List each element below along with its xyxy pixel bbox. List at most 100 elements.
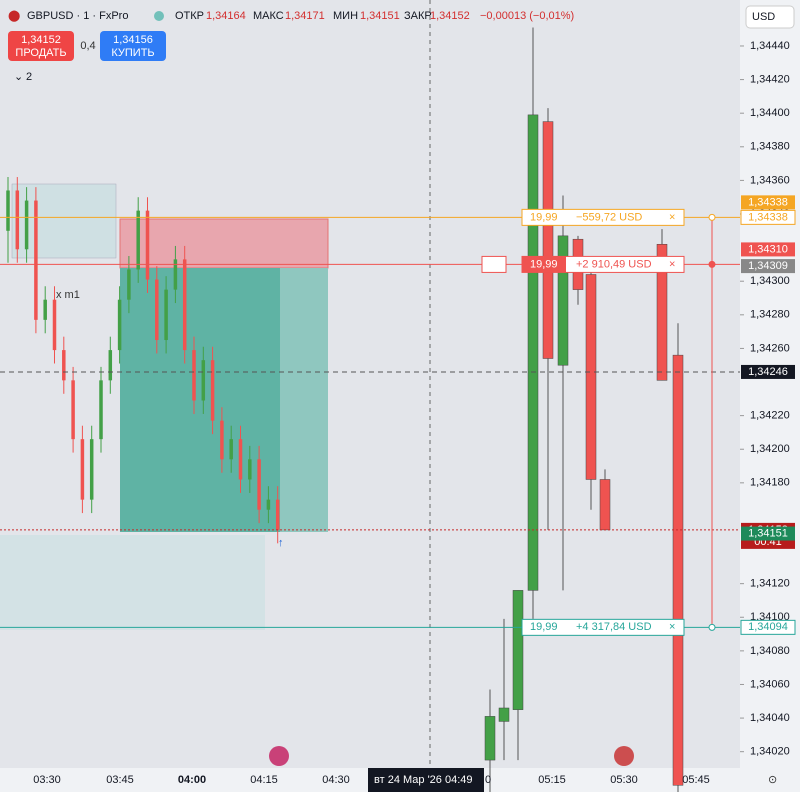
y-tick-label: 1,34080 (750, 645, 790, 657)
profit-zone (120, 268, 280, 532)
price-tag (741, 364, 795, 379)
candle-body (656, 243, 668, 381)
candle-body (24, 200, 29, 250)
crosshair-time: вт 24 Мар '26 04:49 (374, 774, 472, 786)
candle-body (127, 269, 131, 300)
price-scale-bg (740, 0, 800, 792)
x-tick-label: 05:15 (538, 774, 566, 786)
order-close[interactable]: × (669, 621, 675, 633)
candle-body (527, 114, 539, 591)
zone (0, 535, 265, 630)
order-label[interactable] (521, 208, 685, 226)
candle-body (542, 121, 554, 359)
candle-body (52, 299, 57, 351)
ohlc-value: 1,34152 (430, 10, 470, 22)
order-side[interactable] (481, 255, 507, 273)
candle-body (99, 380, 103, 440)
price-tag-label: 1,34094 (748, 621, 788, 633)
plot (0, 27, 740, 792)
candle-body (89, 439, 94, 500)
sell-button[interactable] (8, 31, 74, 61)
y-tick-label: 1,34420 (750, 73, 790, 85)
candle-body (257, 459, 261, 510)
order-pnl: −559,72 USD (576, 211, 642, 223)
y-tick-label: 1,34280 (750, 309, 790, 321)
change: −0,00013 (−0,01%) (480, 10, 574, 22)
candle-body (117, 299, 122, 351)
order-close[interactable]: × (669, 211, 675, 223)
x-tick-label: 03:45 (106, 774, 134, 786)
order-qty-bg (522, 256, 566, 273)
buy-label: КУПИТЬ (111, 47, 154, 59)
candle-body (557, 235, 569, 366)
candle-body (498, 707, 510, 722)
candle-body (201, 360, 206, 401)
ohlc-label: МИН (333, 10, 358, 22)
candle-body (512, 590, 524, 710)
candle-body (182, 259, 187, 351)
buy-button[interactable] (100, 31, 166, 61)
event-icon[interactable] (269, 746, 289, 766)
candle-body (275, 499, 280, 530)
ohlc-label: ЗАКР (404, 10, 432, 22)
spread: 0,4 (80, 40, 95, 52)
candle-body (266, 499, 271, 510)
order-pnl: +2 910,49 USD (576, 258, 652, 270)
order-pnl: +4 317,84 USD (576, 621, 652, 633)
price-tag (741, 259, 795, 274)
candle-body (238, 439, 243, 480)
candle-body (6, 190, 10, 231)
order-label[interactable] (521, 618, 685, 636)
candle-body (248, 459, 252, 480)
candle-body (43, 299, 47, 320)
y-tick-label: 1,34440 (750, 40, 790, 52)
order-qty: 19,99 (530, 621, 558, 633)
y-tick-label: 1,34360 (750, 174, 790, 186)
price-tag (741, 195, 795, 210)
candle-body (220, 420, 224, 460)
candle-body (210, 360, 215, 421)
ohlc-value: 1,34151 (360, 10, 400, 22)
candle-body (15, 190, 20, 250)
profit-zone (280, 268, 328, 532)
event-icon[interactable] (614, 746, 634, 766)
ohlc-label: МАКС (253, 10, 284, 22)
order-handle (708, 213, 716, 221)
y-tick-label: 1,34260 (750, 342, 790, 354)
currency-button[interactable] (745, 5, 795, 29)
price-tag (740, 209, 796, 225)
arrow: ↑ (278, 537, 284, 549)
indicators-toggle[interactable]: ⌄ (14, 71, 23, 83)
y-tick-label: 1,34180 (750, 477, 790, 489)
order-close[interactable]: × (669, 258, 675, 270)
y-tick-label: 1,34400 (750, 107, 790, 119)
candle-body (155, 279, 159, 341)
symbol[interactable]: GBPUSD · 1 · FxPro (27, 10, 128, 22)
order-handle (708, 260, 716, 268)
indicators-count: 2 (26, 71, 32, 83)
x-tick-label: 03:30 (33, 774, 61, 786)
price-tag (740, 619, 796, 635)
candle-body (484, 716, 496, 761)
ohlc-value: 1,34164 (206, 10, 246, 22)
y-tick-label: 1,34220 (750, 410, 790, 422)
order-qty: 19,99 (530, 258, 558, 270)
stop-zone (119, 218, 329, 269)
price-tag-label: 1,34338 (748, 196, 788, 208)
price-tag (741, 242, 795, 257)
price-tag-label: 1,34309 (748, 260, 788, 272)
x-tick-label: 04:00 (178, 774, 206, 786)
x-tick-label: 04:30 (322, 774, 350, 786)
candle-body (34, 200, 38, 320)
candle-body (599, 479, 611, 531)
candle-body (80, 439, 85, 500)
settings-icon[interactable]: ⊙ (768, 774, 777, 786)
flag: ⬤ (8, 10, 20, 22)
y-tick-label: 1,34040 (750, 712, 790, 724)
candle-body (672, 354, 684, 786)
sell-price: 1,34152 (21, 34, 61, 46)
candle-body (164, 289, 168, 341)
x-tick-label: 04:15 (250, 774, 278, 786)
y-tick-label: 1,34120 (750, 578, 790, 590)
x-tick-label: 05:45 (682, 774, 710, 786)
